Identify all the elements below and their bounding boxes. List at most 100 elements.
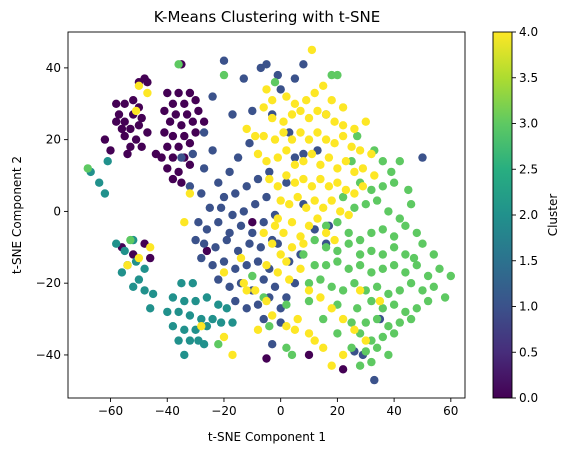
data-point-cluster-4: [350, 167, 359, 177]
data-point-cluster-1: [256, 243, 265, 252]
data-point-cluster-4: [310, 196, 319, 205]
data-point-cluster-1: [253, 300, 263, 309]
data-point-cluster-3: [126, 235, 135, 245]
data-point-cluster-0: [106, 146, 115, 155]
data-point-cluster-1: [214, 275, 223, 284]
data-point-cluster-1: [202, 225, 212, 234]
data-point-cluster-3: [299, 250, 308, 259]
data-point-cluster-0: [199, 117, 209, 126]
data-point-cluster-4: [273, 153, 282, 162]
data-point-cluster-2: [180, 350, 189, 360]
data-point-cluster-3: [406, 200, 416, 209]
data-point-cluster-3: [310, 261, 319, 270]
data-point-cluster-3: [423, 296, 433, 306]
data-point-cluster-0: [163, 88, 172, 98]
data-point-cluster-3: [214, 340, 223, 349]
data-point-cluster-1: [208, 261, 217, 270]
data-point-cluster-4: [358, 164, 368, 173]
colorbar-tick-label: 0.5: [519, 345, 538, 359]
data-point-cluster-1: [219, 257, 229, 266]
data-point-cluster-3: [355, 361, 365, 370]
data-point-cluster-3: [404, 185, 413, 195]
data-point-cluster-0: [129, 96, 138, 105]
data-point-cluster-3: [367, 268, 376, 277]
data-point-cluster-4: [310, 88, 319, 98]
data-point-cluster-4: [341, 157, 351, 166]
data-point-cluster-3: [389, 178, 399, 187]
data-point-cluster-1: [216, 203, 226, 212]
data-point-cluster-2: [163, 307, 172, 317]
data-point-cluster-4: [327, 196, 336, 205]
data-point-cluster-3: [353, 304, 362, 313]
data-point-cluster-3: [401, 268, 410, 277]
data-point-cluster-3: [395, 318, 404, 327]
colorbar-tick-label: 2.5: [519, 162, 538, 176]
data-point-cluster-3: [355, 235, 365, 245]
data-point-cluster-1: [214, 178, 223, 187]
data-point-cluster-2: [148, 289, 158, 299]
data-point-cluster-4: [282, 146, 291, 155]
data-point-cluster-4: [123, 261, 132, 270]
data-point-cluster-4: [347, 142, 356, 151]
data-point-cluster-2: [146, 304, 155, 313]
data-point-cluster-3: [327, 282, 336, 291]
data-point-cluster-3: [83, 164, 93, 173]
y-tick-label: −40: [36, 348, 61, 362]
data-point-cluster-3: [384, 289, 393, 299]
data-point-cluster-4: [336, 207, 345, 216]
data-point-cluster-3: [423, 271, 433, 281]
data-point-cluster-3: [344, 264, 353, 273]
data-point-cluster-4: [268, 113, 277, 123]
y-tick-label: −20: [36, 276, 61, 290]
data-point-cluster-3: [270, 78, 280, 87]
data-point-cluster-0: [194, 106, 203, 116]
data-point-cluster-4: [262, 296, 271, 306]
data-point-cluster-2: [129, 282, 138, 291]
data-point-cluster-3: [409, 253, 419, 263]
data-point-cluster-1: [225, 282, 234, 291]
data-point-cluster-3: [350, 279, 359, 288]
data-point-cluster-4: [310, 336, 319, 345]
data-point-cluster-4: [333, 178, 342, 187]
data-point-cluster-4: [321, 228, 331, 238]
data-point-cluster-4: [228, 350, 237, 360]
data-point-cluster-4: [358, 182, 368, 191]
data-point-cluster-4: [273, 268, 282, 277]
data-point-cluster-3: [435, 264, 444, 273]
data-point-cluster-2: [177, 279, 186, 288]
data-point-cluster-4: [316, 160, 325, 169]
data-point-cluster-0: [123, 149, 132, 159]
data-point-cluster-0: [191, 128, 200, 137]
plot-frame: [67, 31, 466, 399]
data-point-cluster-1: [268, 340, 277, 349]
data-point-cluster-3: [344, 239, 353, 248]
data-point-cluster-4: [321, 135, 331, 144]
data-point-cluster-1: [242, 261, 251, 270]
data-point-cluster-1: [228, 110, 237, 119]
data-point-cluster-2: [100, 189, 110, 198]
data-point-cluster-4: [259, 228, 268, 238]
y-tick-label: 20: [46, 133, 61, 147]
data-point-cluster-0: [182, 110, 192, 119]
data-point-cluster-1: [208, 92, 217, 101]
data-point-cluster-1: [299, 149, 308, 159]
data-point-cluster-4: [330, 139, 339, 148]
x-tick-label: 40: [386, 404, 401, 418]
data-point-cluster-2: [117, 268, 127, 277]
data-point-cluster-4: [282, 322, 291, 331]
data-point-cluster-4: [327, 304, 336, 313]
chart-title: K-Means Clustering with t-SNE: [154, 8, 380, 26]
data-point-cluster-0: [100, 135, 110, 144]
data-point-cluster-3: [355, 261, 365, 270]
data-point-cluster-4: [265, 174, 274, 184]
data-point-cluster-4: [293, 192, 302, 202]
data-point-cluster-4: [276, 250, 285, 259]
data-point-cluster-4: [313, 106, 322, 116]
data-point-cluster-0: [137, 113, 146, 123]
data-point-cluster-1: [248, 106, 257, 116]
data-point-cluster-0: [151, 149, 161, 159]
data-point-cluster-3: [367, 357, 376, 367]
scatter-points: [83, 45, 455, 385]
data-point-cluster-0: [171, 110, 180, 119]
data-point-cluster-3: [321, 243, 331, 252]
